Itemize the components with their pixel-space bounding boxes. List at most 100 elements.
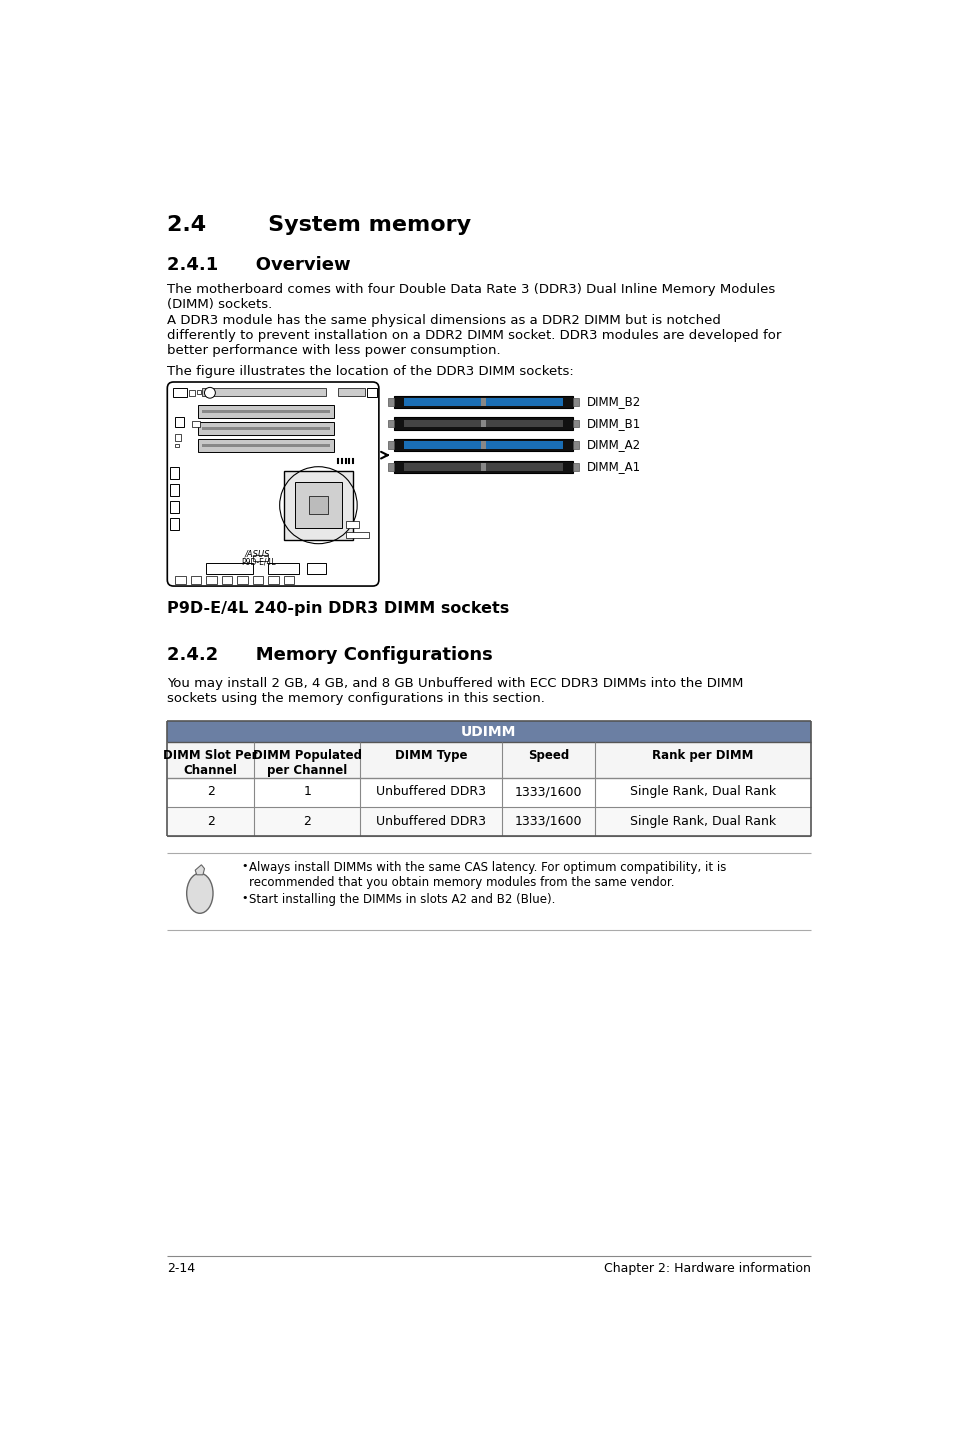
Text: 2: 2 [207,815,214,828]
Text: The motherboard comes with four Double Data Rate 3 (DDR3) Dual Inline Memory Mod: The motherboard comes with four Double D… [167,283,775,311]
Bar [480,463,485,470]
Text: 1333/1600: 1333/1600 [514,815,581,828]
Text: 2.4        System memory: 2.4 System memory [167,214,471,234]
Text: •: • [241,861,247,871]
Text: 2: 2 [207,785,214,798]
Text: DIMM_A1: DIMM_A1 [586,460,640,473]
Bar [572,463,578,470]
Bar [345,521,359,528]
Bar [572,420,578,427]
Bar [170,467,179,479]
Bar [206,577,216,584]
FancyBboxPatch shape [167,383,378,587]
Text: 1: 1 [303,785,311,798]
Text: DIMM Slot Per
Channel: DIMM Slot Per Channel [163,749,257,777]
Bar [480,441,485,449]
Bar [198,439,334,452]
Bar [388,398,394,406]
Bar [174,434,181,440]
Bar [572,441,578,449]
Text: DIMM_B1: DIMM_B1 [586,417,640,430]
Bar [167,720,810,742]
Bar [196,390,200,394]
Bar [388,463,394,470]
Bar [394,395,572,408]
Text: DIMM_A2: DIMM_A2 [586,439,640,452]
Bar [170,518,179,529]
Bar [337,388,365,395]
Bar [174,443,179,447]
Bar [480,420,485,427]
Bar [236,577,248,584]
Bar [403,441,562,449]
Text: P9D-E/4L: P9D-E/4L [241,558,275,567]
Bar [170,500,179,513]
Bar [202,410,330,413]
Bar [192,420,199,427]
Bar [367,388,376,397]
Text: Always install DIMMs with the same CAS latency. For optimum compatibility, it is: Always install DIMMs with the same CAS l… [249,861,725,889]
Text: 2: 2 [303,815,311,828]
Text: A DDR3 module has the same physical dimensions as a DDR2 DIMM but is notched
dif: A DDR3 module has the same physical dime… [167,315,781,357]
Bar [283,470,353,539]
Bar [202,444,330,447]
Bar [202,427,330,430]
Bar [394,439,572,452]
Text: DIMM Populated
per Channel: DIMM Populated per Channel [253,749,361,777]
Bar [403,420,562,427]
Text: Single Rank, Dual Rank: Single Rank, Dual Rank [629,785,775,798]
Bar [403,463,562,470]
Text: Speed: Speed [527,749,568,762]
Bar [572,398,578,406]
Text: Unbuffered DDR3: Unbuffered DDR3 [375,815,485,828]
Text: P9D-E/4L 240-pin DDR3 DIMM sockets: P9D-E/4L 240-pin DDR3 DIMM sockets [167,601,509,617]
Bar [388,420,394,427]
Bar [309,496,328,515]
Bar [268,562,298,574]
Bar [253,555,268,561]
Text: •: • [241,893,247,903]
Text: /ASUS: /ASUS [245,549,270,559]
Bar [394,460,572,473]
Text: DIMM Type: DIMM Type [395,749,467,762]
Text: 2.4.2      Memory Configurations: 2.4.2 Memory Configurations [167,646,493,664]
Bar [202,388,326,395]
Bar [221,577,233,584]
Bar [253,577,263,584]
Bar [294,482,341,528]
Bar [170,483,179,496]
Bar [167,742,810,778]
Text: Chapter 2: Hardware information: Chapter 2: Hardware information [603,1263,810,1276]
Text: Start installing the DIMMs in slots A2 and B2 (Blue).: Start installing the DIMMs in slots A2 a… [249,893,555,906]
Polygon shape [195,864,204,874]
Text: DIMM_B2: DIMM_B2 [586,395,640,408]
Bar [174,417,184,427]
Text: Rank per DIMM: Rank per DIMM [652,749,753,762]
Text: 1333/1600: 1333/1600 [514,785,581,798]
Bar [167,807,810,837]
Bar [174,577,186,584]
Text: 2.4.1      Overview: 2.4.1 Overview [167,256,351,273]
Ellipse shape [187,873,213,913]
Bar [198,421,334,436]
Bar [345,532,369,538]
Bar [198,406,334,418]
Text: Single Rank, Dual Rank: Single Rank, Dual Rank [629,815,775,828]
Text: UDIMM: UDIMM [460,725,517,739]
Bar [283,577,294,584]
Bar [206,562,253,574]
Bar [403,398,562,406]
Bar [191,577,201,584]
Bar [394,417,572,430]
Bar [307,562,326,574]
Bar [388,441,394,449]
Circle shape [204,387,215,398]
Text: 2-14: 2-14 [167,1263,195,1276]
Bar [189,390,195,395]
Text: You may install 2 GB, 4 GB, and 8 GB Unbuffered with ECC DDR3 DIMMs into the DIM: You may install 2 GB, 4 GB, and 8 GB Unb… [167,677,743,705]
Bar [480,398,485,406]
Bar [173,388,187,397]
Text: Unbuffered DDR3: Unbuffered DDR3 [375,785,485,798]
Text: The figure illustrates the location of the DDR3 DIMM sockets:: The figure illustrates the location of t… [167,365,574,378]
Bar [167,778,810,807]
